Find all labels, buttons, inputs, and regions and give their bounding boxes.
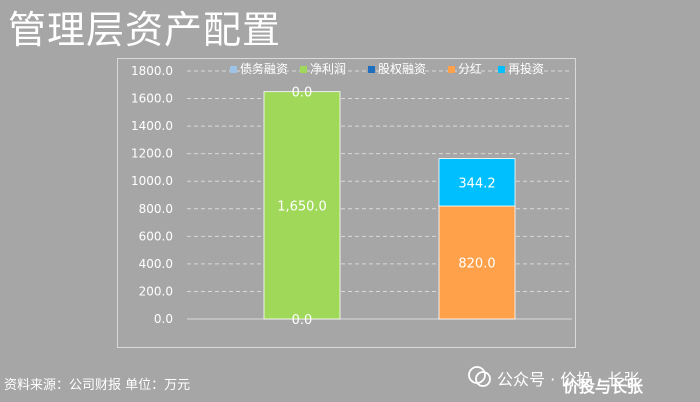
watermark-subtext: 价投与长张 [563,377,644,396]
legend-label: 股权融资 [378,62,426,76]
y-tick-label: 1000.0 [131,174,173,188]
legend-swatch [498,66,505,73]
y-tick-label: 1800.0 [131,64,173,78]
legend: 债务融资 净利润 股权融资 分红 再投资 [230,61,544,76]
bars [263,91,516,320]
y-tick-label: 1400.0 [131,119,173,133]
y-tick-label: 400.0 [139,257,173,271]
legend-swatch [300,66,307,73]
y-tick-label: 0.0 [154,312,173,326]
y-tick-label: 200.0 [139,284,173,298]
bar-segment-4 [438,158,516,207]
data-label: 0.0 [292,313,313,328]
legend-label: 分红 [458,61,482,76]
data-labels: 0.0 1,650.0 0.0 820.0 344.2 [277,86,495,328]
legend-label: 债务融资 [240,61,288,76]
y-axis-ticks: 0.0 200.0 400.0 600.0 800.0 1000.0 1200.0 1400.… [131,64,173,326]
data-label: 1,650.0 [277,199,327,214]
data-label: 344.2 [458,176,495,191]
legend-swatch [368,66,375,73]
y-tick-label: 600.0 [139,229,173,243]
legend-label: 再投资 [508,61,544,76]
page-title: 管理层资产配置 [8,8,282,52]
bar-segment-1 [263,91,341,320]
y-tick-label: 800.0 [139,202,173,216]
bar-segment-3 [438,205,516,320]
legend-swatch [230,66,237,73]
watermark-text: 公众号 · 价投 · 长张 [497,370,640,389]
source-note: 资料来源：公司财报 单位：万元 [4,378,191,393]
legend-label: 净利润 [310,62,346,76]
watermark: 公众号 · 价投 · 长张 价投与长张 [467,360,697,400]
data-label: 0.0 [292,86,313,101]
chart-area: 0.0 200.0 400.0 600.0 800.0 1000.0 1200.0 1400.… [117,58,576,348]
legend-swatch [448,66,455,73]
data-label: 820.0 [458,257,495,272]
wechat-icon [468,366,491,387]
stacked-bar-chart: 0.0 200.0 400.0 600.0 800.0 1000.0 1200.0 1400.… [117,58,576,348]
y-tick-label: 1200.0 [131,147,173,161]
y-tick-label: 1600.0 [131,92,173,106]
